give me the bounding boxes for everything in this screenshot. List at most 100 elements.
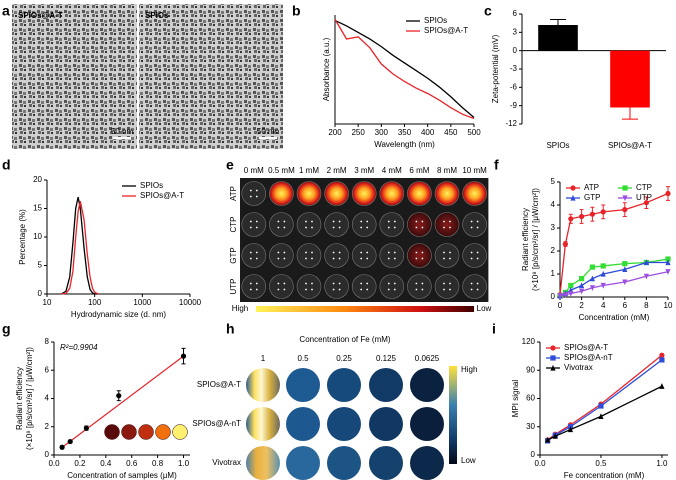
well-dot xyxy=(449,251,451,254)
row-label: ATP xyxy=(229,186,238,201)
well xyxy=(462,274,487,299)
well xyxy=(462,181,487,206)
colorbar-label: Low xyxy=(477,304,492,313)
phantom xyxy=(246,446,280,480)
marker xyxy=(545,436,551,443)
well-dot xyxy=(249,257,252,260)
row-label: Vivotrax xyxy=(212,458,241,467)
marker xyxy=(589,285,595,291)
well xyxy=(324,243,349,268)
column-label: 10 mM xyxy=(462,166,487,175)
legend-marker xyxy=(570,185,576,191)
panel-letter: e xyxy=(226,157,234,173)
column-label: 8 mM xyxy=(437,166,457,175)
well-dot xyxy=(366,257,369,260)
well-dot xyxy=(393,220,396,223)
well-dot xyxy=(338,288,341,291)
panel-letter: f xyxy=(494,157,499,173)
y-tick-label: 0 xyxy=(531,450,536,459)
well-dot xyxy=(360,288,363,291)
y-tick-label: -12 xyxy=(505,119,517,128)
row-label: UTP xyxy=(229,279,238,295)
panel-letter: i xyxy=(492,321,496,337)
marker xyxy=(552,433,558,439)
marker xyxy=(643,259,649,266)
phantom xyxy=(369,407,403,441)
y-tick-label: -6 xyxy=(510,82,518,91)
error-bar xyxy=(550,19,566,25)
column-label: 0.25 xyxy=(336,354,352,363)
marker xyxy=(83,425,89,431)
phantom xyxy=(327,446,361,480)
legend-marker xyxy=(550,355,556,361)
inset-phantom xyxy=(104,424,120,440)
well-dot xyxy=(305,257,307,260)
well xyxy=(351,243,377,268)
marker xyxy=(600,263,606,269)
marker xyxy=(568,216,574,222)
x-tick-label: 0.4 xyxy=(100,459,112,468)
column-label: 0.0625 xyxy=(415,354,440,363)
x-tick-label: 6 xyxy=(623,301,628,310)
marker xyxy=(665,269,671,275)
well-dot xyxy=(305,288,307,291)
series-line xyxy=(559,271,669,297)
y-axis-label: Radiant efficiency xyxy=(521,208,530,271)
x-tick-label: 10 xyxy=(664,301,673,310)
well xyxy=(296,274,322,299)
well-dot xyxy=(415,288,418,291)
marker xyxy=(659,383,665,389)
well-dot xyxy=(249,251,252,254)
x-tick-label: 1.0 xyxy=(178,459,190,468)
well-dot xyxy=(421,282,424,285)
y-axis-label: (×10⁸ [p/s/cm²/sr] / [μW/cm²]) xyxy=(25,347,34,450)
well-dot xyxy=(277,282,280,285)
well-dot xyxy=(283,288,286,291)
well-dot xyxy=(393,251,396,254)
well-dot xyxy=(277,257,280,260)
panel-letter: b xyxy=(292,3,301,19)
marker xyxy=(579,276,585,282)
well-dot xyxy=(366,288,369,291)
x-tick-label: 400 xyxy=(421,128,435,137)
column-label: 1 xyxy=(261,354,266,363)
series-line xyxy=(559,192,669,295)
y-tick-label: 2 xyxy=(45,422,50,431)
y-tick-label: 4 xyxy=(45,394,50,403)
phantom xyxy=(286,446,320,480)
marker xyxy=(589,275,595,282)
marker xyxy=(567,426,574,433)
well xyxy=(351,212,377,237)
well xyxy=(296,181,322,206)
column-label: 4 mM xyxy=(382,166,402,175)
well-dot xyxy=(249,220,252,223)
well-dot xyxy=(255,195,258,198)
row-label: SPIOs@A-T xyxy=(197,380,241,389)
marker xyxy=(67,438,73,445)
column-label: 2 mM xyxy=(327,166,347,175)
y-tick-label: 0 xyxy=(551,292,556,301)
legend-label: SPIOs@A-T xyxy=(564,343,608,352)
well-dot xyxy=(470,288,473,291)
panel-letter: c xyxy=(484,3,492,19)
well-dot xyxy=(387,251,390,254)
well-dot xyxy=(249,226,252,229)
column-label: 0.5 xyxy=(297,354,309,363)
well-dot xyxy=(449,226,451,229)
well-dot xyxy=(387,220,390,223)
well-dot xyxy=(277,220,280,223)
well xyxy=(462,212,487,237)
row-label: SPIOs@A-nT xyxy=(192,419,241,428)
well-dot xyxy=(393,226,396,229)
row-label: CTP xyxy=(229,217,238,233)
x-axis-label: Wavelength (nm) xyxy=(374,140,435,149)
well-dot xyxy=(415,251,418,254)
image-label: SPIOs@A-T xyxy=(18,11,63,20)
marker xyxy=(598,413,604,419)
well-dot xyxy=(283,282,286,285)
well-dot xyxy=(311,257,313,260)
well-dot xyxy=(332,288,335,291)
well-dot xyxy=(283,257,286,260)
y-axis-label: Radiant efficiency xyxy=(15,367,24,430)
well-dot xyxy=(338,226,341,229)
